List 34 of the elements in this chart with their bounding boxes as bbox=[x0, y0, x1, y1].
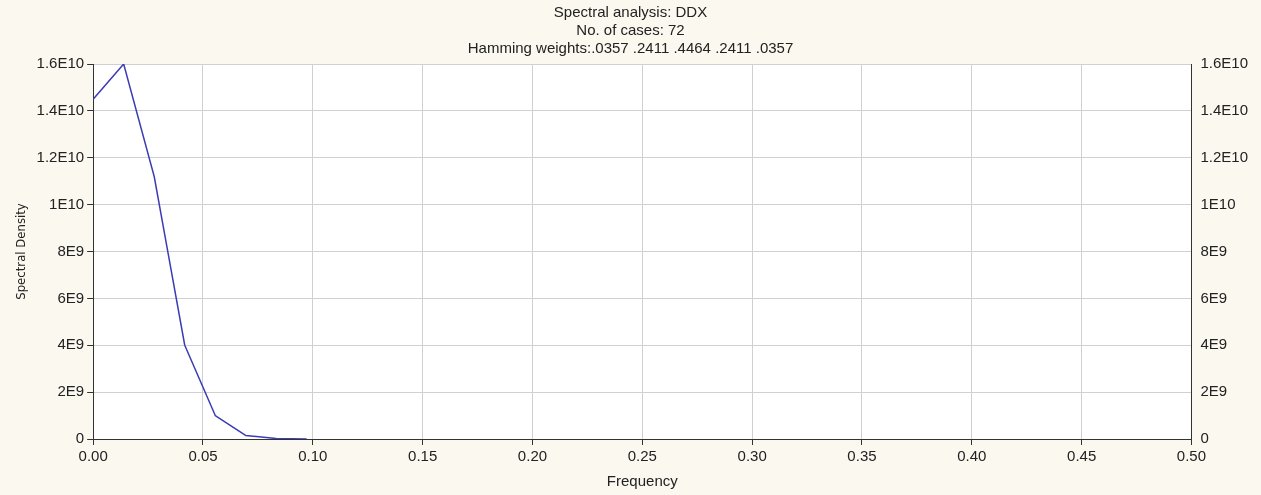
y2-tick-label: 1E10 bbox=[1200, 194, 1236, 212]
y-tick-label: 6E9 bbox=[57, 288, 85, 306]
y2-tick-label: 2E9 bbox=[1200, 382, 1228, 400]
y-tick-label: 1.4E10 bbox=[36, 101, 85, 119]
y2-tick-label: 0 bbox=[1200, 429, 1209, 447]
x-tick-label: 0.15 bbox=[408, 447, 438, 465]
x-tick-label: 0.10 bbox=[298, 447, 328, 465]
y-tick-label: 0 bbox=[75, 429, 85, 447]
x-tick-label: 0.45 bbox=[1067, 447, 1097, 465]
chart-title: Spectral analysis: DDX bbox=[553, 3, 708, 21]
x-tick-label: 0.40 bbox=[957, 447, 987, 465]
x-tick-label: 0.30 bbox=[737, 447, 767, 465]
y2-tick-label: 1.4E10 bbox=[1200, 101, 1249, 119]
y-tick-label: 1E10 bbox=[49, 194, 85, 212]
y-tick-label: 1.2E10 bbox=[36, 147, 85, 165]
x-tick-label: 0.00 bbox=[78, 447, 108, 465]
y2-tick-label: 4E9 bbox=[1200, 335, 1228, 353]
x-tick-label: 0.25 bbox=[627, 447, 657, 465]
x-tick-label: 0.20 bbox=[517, 447, 548, 465]
y-axis-title: Spectral Density bbox=[13, 203, 29, 300]
y-tick-label: 1.6E10 bbox=[36, 54, 85, 72]
x-axis-title: Frequency bbox=[606, 472, 679, 490]
y2-tick-label: 6E9 bbox=[1200, 288, 1228, 306]
y-tick-label: 4E9 bbox=[57, 335, 85, 353]
x-tick-label: 0.05 bbox=[188, 447, 218, 465]
chart-subtitle: No. of cases: 72 bbox=[576, 21, 685, 39]
y2-tick-label: 1.2E10 bbox=[1200, 147, 1249, 165]
text: Hamming weights:.0357 .2411 .4464 .2411 .0357 bbox=[467, 39, 794, 57]
x-tick-label: 0.35 bbox=[847, 447, 877, 465]
y2-tick-label: 8E9 bbox=[1200, 241, 1228, 259]
y-tick-label: 8E9 bbox=[57, 241, 85, 259]
y-tick-label: 2E9 bbox=[57, 382, 85, 400]
y2-tick-label: 1.6E10 bbox=[1200, 54, 1249, 72]
x-tick-label: 0.50 bbox=[1176, 447, 1207, 465]
